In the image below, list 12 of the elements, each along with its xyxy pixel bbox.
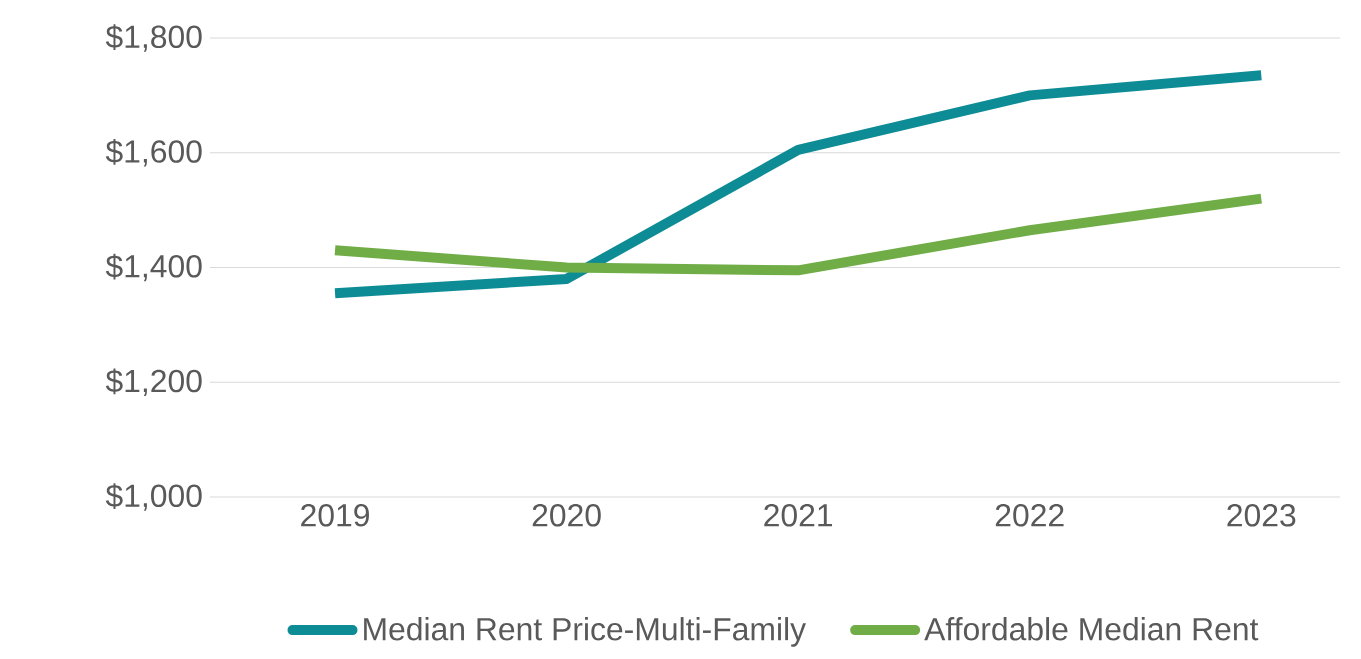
y-tick-label: $1,200 — [105, 368, 202, 397]
x-tick-label: 2023 — [1227, 504, 1296, 527]
x-tick-label: 2020 — [532, 504, 601, 527]
legend-label: Median Rent Price-Multi-Family — [364, 617, 807, 647]
y-tick-label: $1,000 — [105, 483, 202, 511]
legend-label: Affordable Median Rent — [924, 617, 1259, 641]
y-tick-label: $1,400 — [105, 253, 202, 282]
y-tick-label: $1,800 — [105, 24, 202, 52]
x-tick-label: 2021 — [764, 504, 833, 527]
y-tick-label: $1,600 — [105, 138, 202, 167]
x-tick-label: 2022 — [995, 504, 1064, 527]
x-tick-label: 2019 — [301, 504, 369, 527]
